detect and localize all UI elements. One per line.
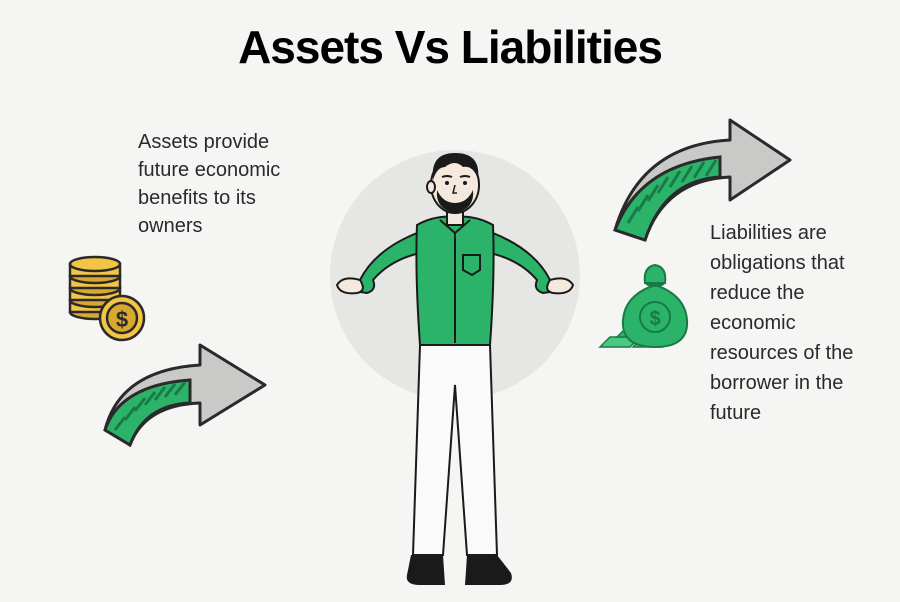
person-illustration [315,135,595,602]
svg-text:$: $ [116,307,128,332]
money-bag-icon: $ [595,255,700,365]
svg-text:$: $ [649,308,660,330]
arrow-left-icon [90,335,280,470]
arrow-right-icon [600,115,800,260]
assets-description: Assets provide future economic benefits … [138,128,318,240]
page-title: Assets Vs Liabilities [0,20,900,74]
